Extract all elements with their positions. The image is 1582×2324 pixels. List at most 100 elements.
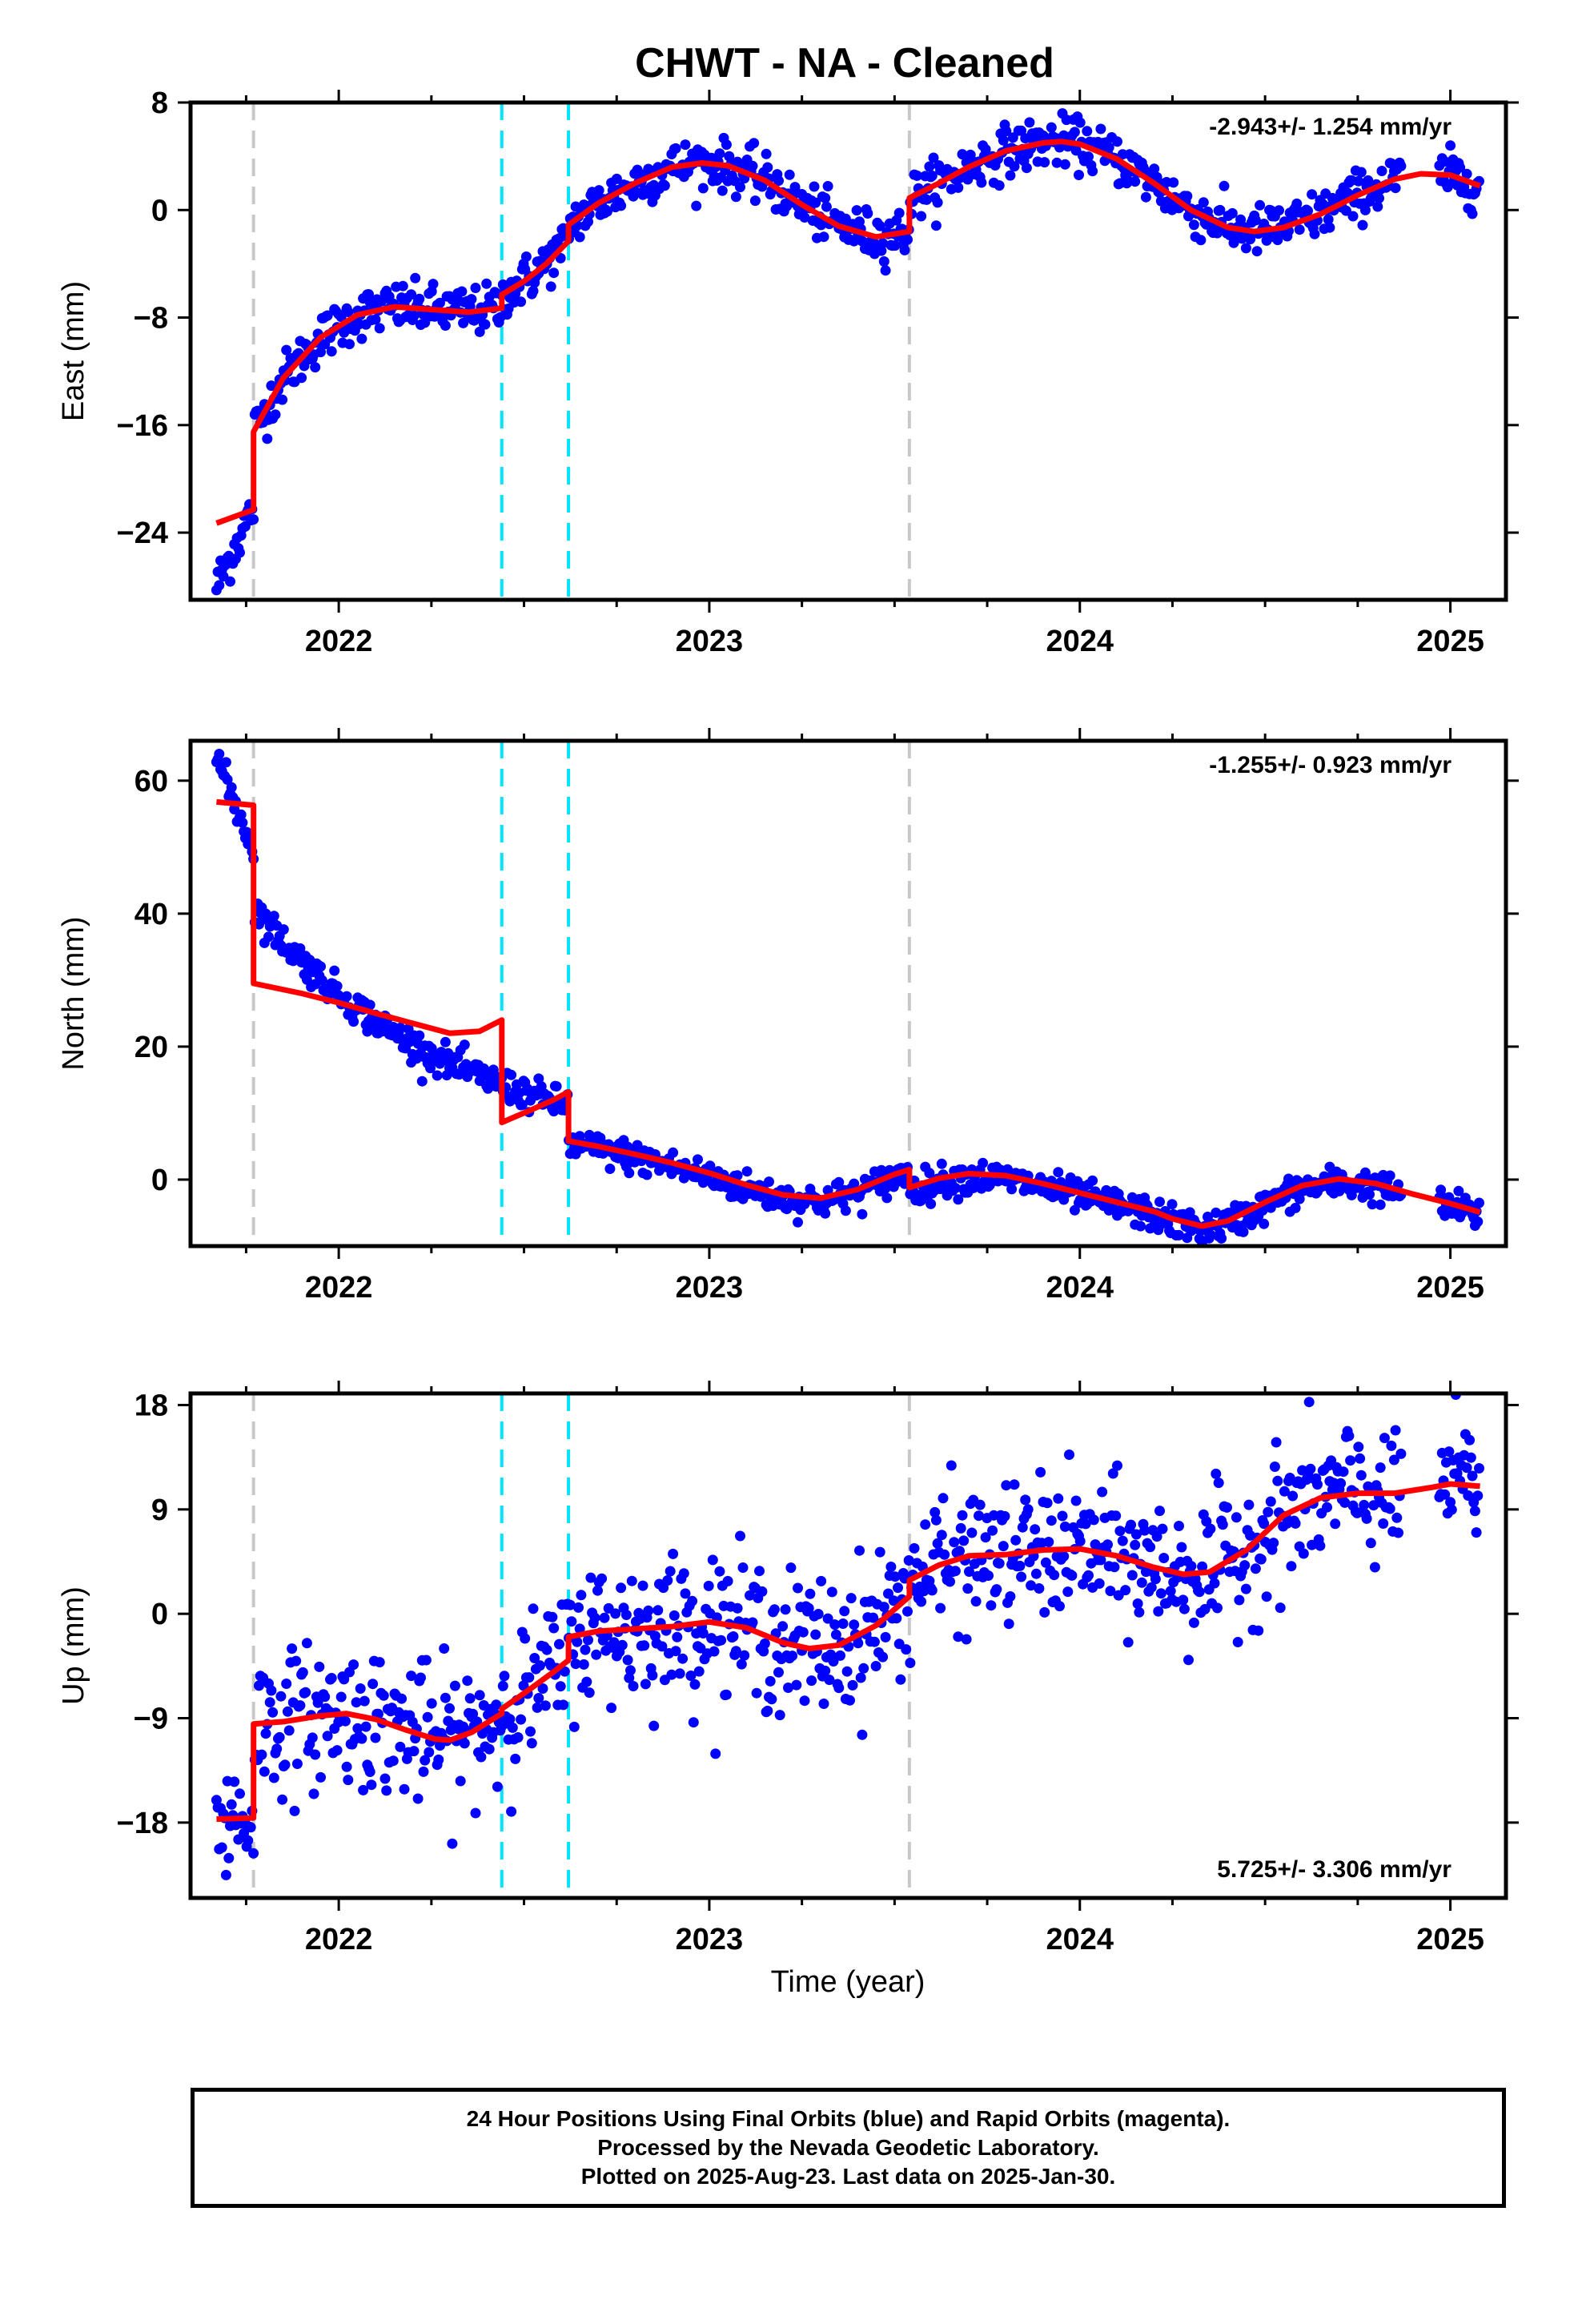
data-point [484, 1743, 495, 1755]
data-point [348, 1016, 359, 1027]
data-point [1261, 1591, 1272, 1602]
data-point [1083, 151, 1094, 163]
data-point [949, 1537, 960, 1548]
data-point [1263, 1506, 1274, 1518]
data-point [961, 1634, 972, 1645]
data-point [1355, 1453, 1366, 1464]
data-point [688, 1717, 699, 1728]
data-point [1034, 1583, 1045, 1594]
data-point [818, 1699, 829, 1709]
data-point [1166, 1199, 1178, 1210]
data-point [351, 1697, 362, 1708]
data-point [1001, 1480, 1012, 1491]
data-point [1461, 1462, 1472, 1474]
data-point [924, 1168, 935, 1179]
data-point [1195, 235, 1207, 246]
data-point [858, 1663, 869, 1674]
data-point [803, 1602, 814, 1614]
data-point [596, 1573, 608, 1584]
data-point [741, 1166, 753, 1177]
data-point [1112, 1460, 1122, 1471]
data-point [1250, 215, 1261, 226]
data-point [1095, 1554, 1106, 1566]
data-point [547, 1611, 558, 1622]
x-tick-label: 2022 [305, 1923, 373, 1956]
data-point [414, 1030, 425, 1041]
data-point [678, 1568, 689, 1579]
data-point [1168, 177, 1179, 188]
data-point [1053, 1493, 1064, 1504]
data-point [1054, 142, 1065, 153]
data-point [1367, 1199, 1378, 1210]
data-point [773, 1667, 784, 1678]
data-point [1059, 159, 1070, 170]
data-point [426, 1698, 437, 1709]
data-point [1024, 117, 1035, 128]
data-point [1324, 222, 1335, 233]
x-tick-label: 2023 [676, 1923, 744, 1956]
data-point [793, 1582, 803, 1594]
plot-frame [188, 738, 1508, 1248]
data-point [1268, 1538, 1279, 1549]
data-point [1239, 1560, 1251, 1571]
data-point [480, 319, 491, 330]
data-point [1205, 1229, 1216, 1240]
data-point [1232, 1637, 1243, 1647]
data-point [622, 1655, 633, 1666]
data-point [1046, 1515, 1057, 1526]
data-point [1307, 189, 1318, 200]
data-point [1090, 1539, 1101, 1550]
data-point [1243, 1499, 1255, 1510]
data-point [267, 1707, 279, 1718]
data-point [1474, 1197, 1484, 1208]
data-point [928, 152, 939, 163]
data-point [360, 1721, 371, 1732]
rate-annotation: -2.943+/- 1.254 mm/yr [1209, 114, 1452, 140]
data-point [899, 244, 910, 255]
data-point [1088, 1514, 1099, 1526]
data-point [1279, 1486, 1290, 1497]
data-point [735, 1530, 745, 1542]
data-point [516, 296, 527, 308]
data-point [999, 1510, 1010, 1522]
data-point [1140, 1566, 1151, 1578]
data-point [616, 1639, 628, 1651]
data-point [1009, 1479, 1020, 1490]
data-point [926, 1585, 938, 1596]
data-point [1347, 211, 1359, 222]
data-point [1255, 1554, 1267, 1565]
data-point [920, 1519, 931, 1530]
data-point [640, 1679, 651, 1690]
data-point [1022, 1504, 1034, 1515]
data-point [736, 1659, 747, 1670]
data-point [737, 1562, 749, 1573]
data-point [1174, 1229, 1184, 1240]
data-point [455, 1775, 466, 1787]
data-point [1234, 1594, 1245, 1606]
data-point [226, 1799, 237, 1810]
data-point [916, 1596, 927, 1607]
data-point [216, 1842, 227, 1853]
data-point [980, 1532, 991, 1543]
data-point [1183, 1655, 1194, 1666]
data-point [656, 1641, 668, 1652]
data-point [277, 394, 288, 405]
data-point [837, 1618, 849, 1629]
data-point [877, 238, 889, 249]
data-point [820, 1665, 831, 1676]
data-point [610, 1608, 621, 1619]
data-point [570, 1659, 581, 1670]
data-point [1253, 1625, 1264, 1636]
data-point [1117, 1535, 1128, 1546]
data-point [1465, 1452, 1476, 1463]
x-tick-label: 2025 [1416, 1923, 1484, 1956]
plot-frame [188, 1391, 1508, 1900]
data-point [1043, 1537, 1054, 1547]
data-point [374, 323, 385, 334]
data-point [356, 333, 367, 344]
data-point [1283, 1173, 1294, 1184]
data-point [930, 1506, 941, 1518]
data-point [416, 1672, 426, 1683]
x-tick-label: 2025 [1416, 625, 1484, 658]
